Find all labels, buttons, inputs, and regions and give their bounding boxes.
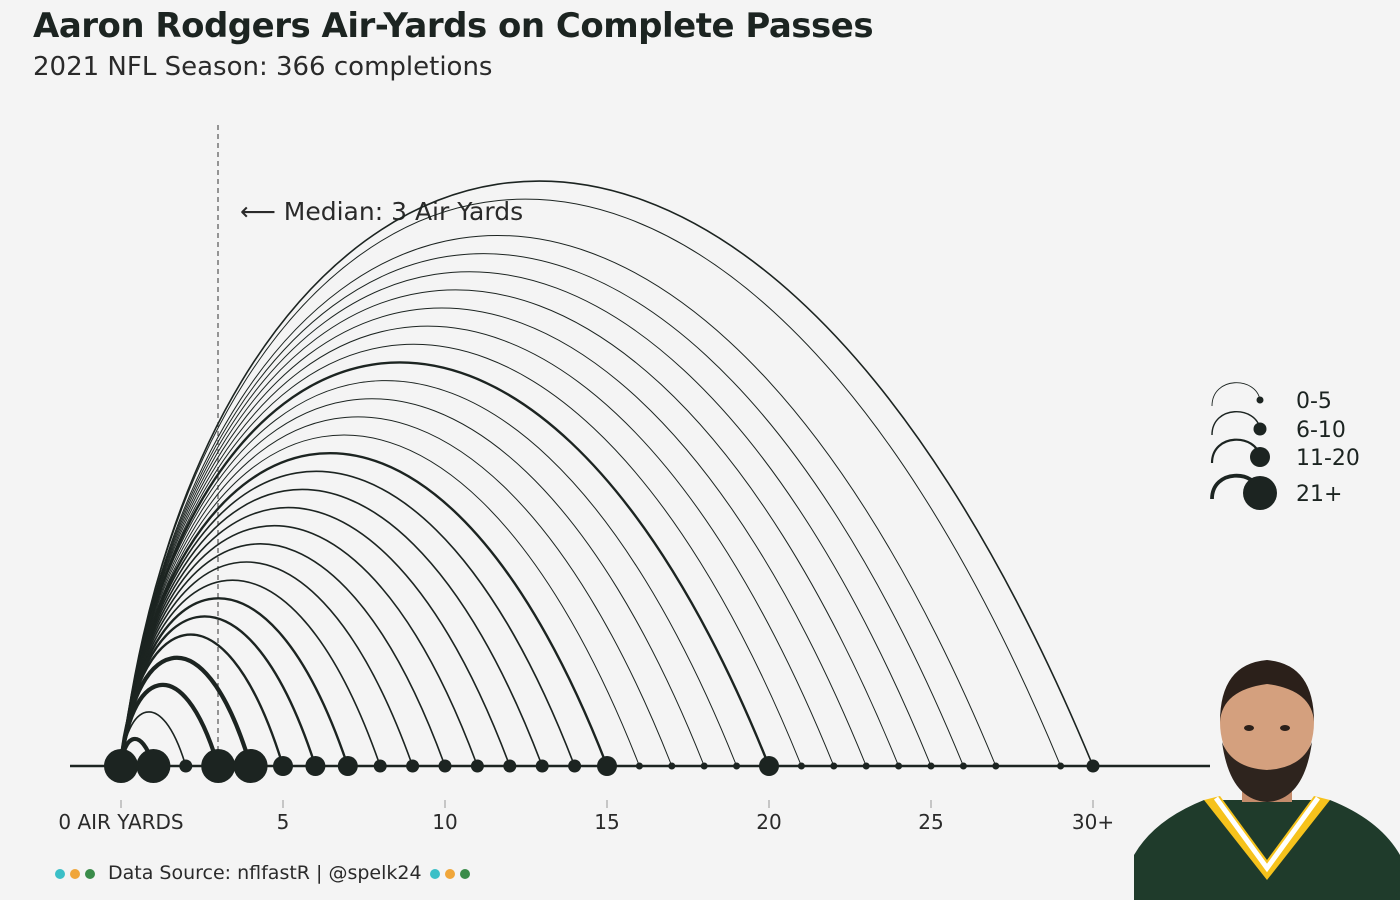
player-portrait-icon	[1134, 660, 1400, 900]
player-photo	[1134, 650, 1400, 900]
orange-dot-icon	[70, 869, 80, 879]
orange-dot-icon	[444, 869, 455, 879]
teal-dot-icon	[55, 869, 65, 879]
air-yard-point	[104, 749, 138, 783]
pass-arc	[120, 344, 802, 767]
air-yard-point	[668, 762, 676, 770]
air-yard-point	[635, 762, 643, 770]
pass-arc	[120, 289, 900, 767]
x-tick-label: 20	[756, 810, 781, 834]
air-yard-point	[830, 762, 838, 770]
air-yard-point	[759, 756, 779, 776]
legend-arc	[1211, 382, 1261, 407]
air-yard-point	[992, 762, 1000, 770]
legend-label: 11-20	[1296, 446, 1360, 471]
pass-arc	[118, 682, 221, 769]
footer-dots-right	[429, 862, 475, 884]
median-annotation: ⟵ Median: 3 Air Yards	[240, 197, 523, 226]
air-yard-point	[535, 759, 549, 773]
legend-arc	[1211, 411, 1261, 436]
green-dot-icon	[85, 869, 95, 879]
pass-arc	[120, 271, 932, 767]
legend-label: 0-5	[1296, 389, 1332, 414]
footer-dots-left	[55, 862, 100, 884]
pass-arc	[120, 398, 705, 767]
air-yard-point	[959, 762, 967, 770]
pass-arc	[120, 180, 1094, 767]
air-yard-point	[179, 759, 193, 773]
air-yard-point	[201, 749, 236, 783]
air-yard-point	[895, 762, 903, 770]
air-yard-point	[373, 759, 387, 773]
air-yard-point	[406, 759, 420, 773]
pass-arc	[120, 235, 997, 767]
air-yard-point	[273, 756, 293, 776]
legend-point	[1243, 476, 1277, 510]
air-yard-point	[470, 759, 484, 773]
pass-arc	[120, 380, 738, 767]
air-yard-point	[927, 762, 935, 770]
x-tick-label: 5	[277, 810, 290, 834]
ticks-layer: 0 AIR YARDS 5 10 15 20 25 30+	[58, 800, 1114, 834]
air-yard-point	[797, 762, 805, 770]
chart-subtitle: 2021 NFL Season: 366 completions	[33, 52, 493, 82]
air-yard-point	[233, 749, 268, 783]
legend-point	[1256, 396, 1264, 404]
air-yard-point	[597, 756, 617, 776]
pass-arc	[120, 325, 835, 767]
caption: Data Source: nflfastR | @spelk24	[108, 862, 422, 884]
air-yard-point	[503, 759, 517, 773]
air-yard-point	[438, 759, 452, 773]
x-tick-label: 10	[432, 810, 457, 834]
x-tick-label: 15	[594, 810, 619, 834]
legend-point	[1253, 422, 1267, 436]
air-yard-point	[305, 756, 326, 776]
air-yard-point	[733, 762, 741, 770]
air-yard-point	[700, 762, 708, 770]
pass-arc	[120, 307, 867, 767]
pass-arc	[120, 253, 964, 767]
air-yard-point	[136, 749, 171, 783]
footer: Data Source: nflfastR | @spelk24	[55, 862, 475, 884]
size-legend: 0-5 6-10 11-20 21+	[1210, 382, 1360, 510]
chart-title: Aaron Rodgers Air-Yards on Complete Pass…	[33, 6, 874, 46]
air-yard-point	[1057, 762, 1065, 770]
pass-arc	[120, 198, 1062, 767]
green-dot-icon	[459, 869, 470, 879]
points-layer	[104, 749, 1100, 783]
air-yard-point	[862, 762, 870, 770]
x-tick-label: 0 AIR YARDS	[58, 810, 183, 834]
arcs-layer	[118, 180, 1094, 769]
legend-point	[1250, 447, 1270, 467]
teal-dot-icon	[429, 869, 440, 879]
legend-label: 21+	[1296, 482, 1342, 507]
legend-label: 6-10	[1296, 418, 1346, 443]
pass-arc	[120, 543, 446, 767]
x-tick-label: 25	[918, 810, 943, 834]
air-yard-point	[337, 756, 358, 776]
pass-arc	[119, 361, 771, 768]
pass-arc	[120, 416, 673, 767]
x-tick-label: 30+	[1072, 810, 1114, 834]
air-yard-point	[568, 759, 582, 773]
air-yard-point	[1086, 759, 1100, 773]
